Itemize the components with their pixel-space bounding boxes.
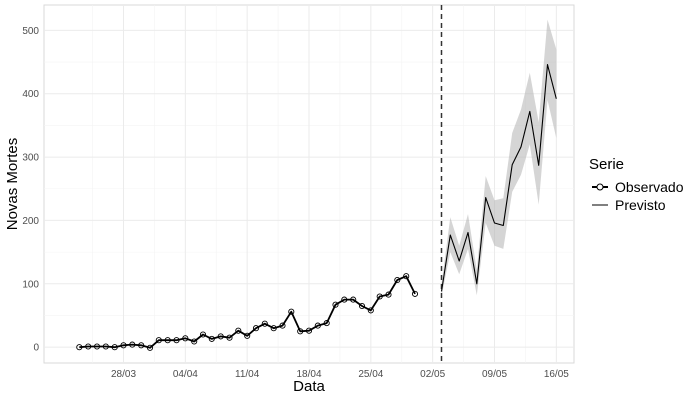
data-point-observado [173, 337, 180, 344]
data-point-observado [314, 322, 321, 329]
y-tick-label: 0 [33, 343, 39, 354]
x-tick-label: 04/04 [173, 369, 198, 380]
x-tick-label: 18/04 [296, 369, 321, 380]
data-point-observado [235, 327, 242, 334]
observed-points-layer [76, 273, 419, 351]
legend-label-previsto: Previsto [615, 197, 666, 213]
y-tick-label: 100 [22, 279, 39, 290]
data-point-observado [332, 301, 339, 308]
x-tick-label: 11/04 [235, 369, 260, 380]
legend-label-observado: Observado [615, 179, 684, 195]
x-tick-label: 28/03 [111, 369, 136, 380]
data-point-observado [85, 343, 92, 350]
data-point-observado [270, 325, 277, 332]
y-tick-label: 300 [22, 153, 39, 164]
data-point-observado [146, 344, 154, 351]
data-point-observado [385, 291, 392, 298]
data-point-observado [350, 296, 357, 303]
forecast-confidence-band [441, 19, 557, 297]
legend: Serie Observado Previsto [589, 156, 684, 213]
confidence-band-layer [441, 19, 557, 297]
x-tick-label: 16/05 [544, 369, 569, 380]
data-point-observado [279, 322, 286, 329]
data-point-observado [376, 293, 383, 300]
legend-title: Serie [589, 156, 624, 173]
data-point-observado [111, 344, 118, 351]
data-point-observado [102, 343, 109, 350]
y-tick-labels: 0 100 200 300 400 500 [22, 26, 39, 354]
data-point-observado [129, 341, 136, 348]
grid-minor [44, 5, 574, 363]
grid-major [44, 5, 574, 363]
data-point-observado [120, 342, 127, 349]
data-point-observado [252, 325, 260, 332]
data-point-observado [305, 327, 313, 334]
data-point-observado [411, 290, 419, 297]
data-point-observado [208, 335, 215, 342]
data-point-observado [199, 331, 207, 338]
data-point-observado [394, 276, 401, 284]
data-point-observado [76, 344, 83, 351]
data-point-observado [244, 332, 251, 339]
data-point-observado [164, 337, 171, 344]
data-point-observado [138, 342, 145, 349]
y-tick-label: 500 [22, 26, 39, 37]
x-tick-label: 02/05 [420, 369, 445, 380]
x-axis-title: Data [293, 378, 325, 395]
data-point-observado [323, 320, 330, 327]
y-axis-title: Novas Mortes [4, 138, 21, 231]
data-point-observado [155, 337, 162, 344]
y-tick-label: 200 [22, 216, 39, 227]
data-point-observado [226, 334, 233, 341]
data-point-observado [367, 307, 374, 314]
data-point-observado [341, 296, 348, 303]
series-line-previsto [440, 64, 557, 292]
x-tick-label: 09/05 [482, 369, 507, 380]
data-point-observado [182, 335, 189, 342]
x-tick-label: 25/04 [358, 369, 383, 380]
data-point-observado [358, 302, 366, 310]
data-point-observado [403, 273, 410, 280]
x-tick-labels: 28/03 04/04 11/04 18/04 25/04 02/05 09/05 16/05 [111, 369, 569, 380]
data-point-observado [297, 328, 304, 335]
data-point-observado [93, 343, 101, 350]
data-point-observado [288, 308, 295, 315]
legend-key-observado [592, 183, 608, 191]
data-point-observado [191, 338, 198, 345]
y-tick-label: 400 [22, 89, 39, 100]
data-point-observado [261, 320, 268, 327]
data-point-observado [217, 333, 224, 340]
